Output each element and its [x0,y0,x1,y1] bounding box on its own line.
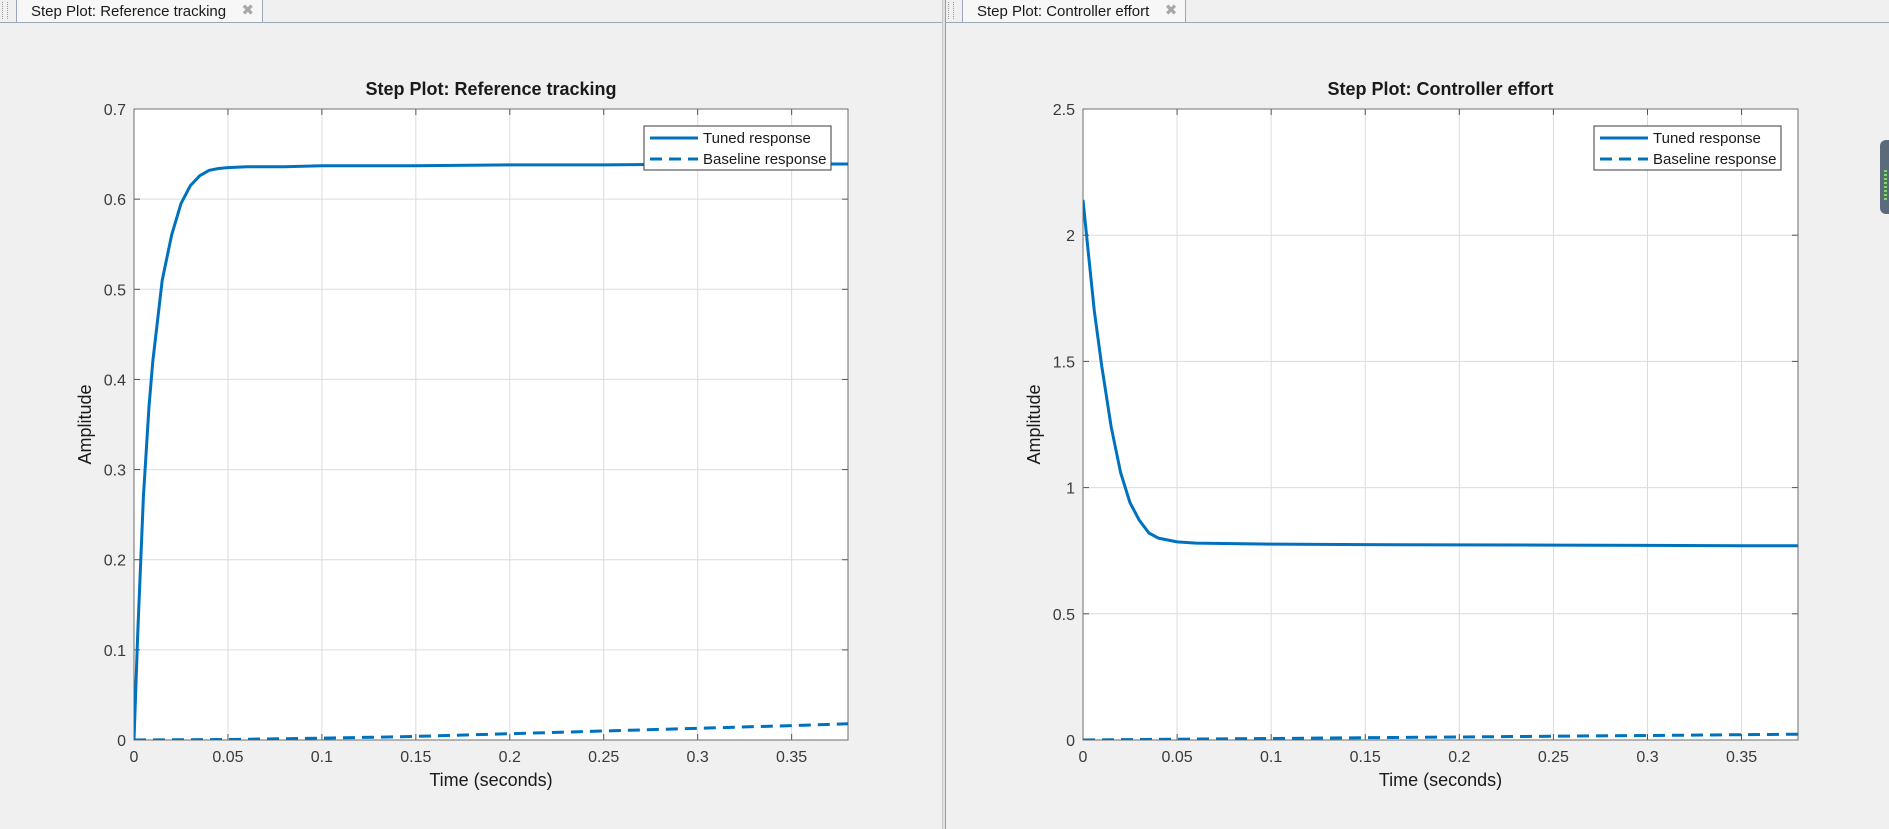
x-tick-label: 0.1 [1260,749,1282,766]
x-tick-label: 0.15 [1350,749,1381,766]
controller-effort-chart[interactable]: 0 0.05 0.1 0.15 0.2 0.25 0.3 0.3500.511.522.5St… [946,0,1889,829]
y-tick-label: 1.5 [1053,354,1075,371]
axes-box [1082,108,1799,741]
x-tick-label: 0.2 [1448,749,1470,766]
legend-entry: Tuned response [1653,130,1761,147]
y-tick-label: 2.5 [1053,102,1075,119]
right-drag-grip[interactable] [948,2,954,19]
pane-splitter[interactable] [942,0,946,829]
x-tick-label: 0.1 [311,749,333,766]
tab-reference-tracking-label: Step Plot: Reference tracking [31,2,227,20]
y-tick-label: 1 [1066,481,1075,498]
x-tick-label: 0.25 [1538,749,1569,766]
y-tick-label: 0 [117,733,126,750]
left-tab-strip: Step Plot: Reference tracking ✖ [0,0,942,23]
x-tick-label: 0.25 [588,749,619,766]
x-tick-label: 0.15 [400,749,431,766]
left-drag-grip[interactable] [2,2,8,19]
y-tick-label: 0.7 [104,102,126,119]
legend-entry: Baseline response [1653,151,1776,168]
tuned-response-line [1083,199,1798,548]
side-panel-handle[interactable] [1880,140,1889,214]
x-axis-label: Time (seconds) [429,770,552,790]
tab-reference-tracking[interactable]: Step Plot: Reference tracking ✖ [16,0,264,22]
x-tick-label: 0 [130,749,139,766]
legend-box [643,125,832,171]
baseline-response-line [134,722,848,740]
chart-title: Step Plot: Controller effort [1328,79,1554,99]
y-axis-label: Amplitude [75,384,95,464]
close-icon[interactable]: ✖ [241,2,255,19]
legend-entry: Tuned response [703,130,811,147]
chart-title: Step Plot: Reference tracking [365,79,616,99]
y-tick-label: 0 [1066,733,1075,750]
y-tick-label: 2 [1066,228,1075,245]
x-tick-label: 0.35 [776,749,807,766]
y-tick-label: 0.5 [104,282,126,299]
left-pane: Step Plot: Reference tracking ✖ 0 0.05 0.1… [0,0,942,829]
close-icon[interactable]: ✖ [1164,2,1178,19]
baseline-response-line [1083,732,1798,740]
y-tick-label: 0.5 [1053,607,1075,624]
legend: Tuned response Baseline response [643,125,832,171]
x-tick-label: 0.2 [499,749,521,766]
tuned-response-line [134,162,848,740]
legend-entry: Baseline response [703,151,826,168]
x-tick-label: 0.05 [212,749,243,766]
x-tick-label: 0 [1079,749,1088,766]
right-pane: Step Plot: Controller effort ✖ 0 0.05 0.1 0… [945,0,1889,829]
x-axis-label: Time (seconds) [1379,770,1502,790]
plot-area [1083,109,1798,740]
y-axis-label: Amplitude [1024,384,1044,464]
x-tick-label: 0.05 [1162,749,1193,766]
right-tab-strip: Step Plot: Controller effort ✖ [946,0,1889,23]
legend: Tuned response Baseline response [1593,125,1782,171]
y-tick-label: 0.3 [104,463,126,480]
y-tick-label: 0.4 [104,372,126,389]
y-tick-label: 0.1 [104,643,126,660]
legend-box [1593,125,1782,171]
tab-controller-effort[interactable]: Step Plot: Controller effort ✖ [962,0,1187,22]
y-tick-label: 0.6 [104,192,126,209]
tab-controller-effort-label: Step Plot: Controller effort [977,2,1150,20]
x-tick-label: 0.3 [687,749,709,766]
x-tick-label: 0.35 [1726,749,1757,766]
x-tick-label: 0.3 [1636,749,1658,766]
y-tick-label: 0.2 [104,553,126,570]
reference-tracking-chart[interactable]: 0 0.05 0.1 0.15 0.2 0.25 0.3 0.35 0 0.1 0.2 0.3 0.4 0… [0,0,942,829]
plot-area [134,109,848,740]
axes-box [133,108,849,741]
